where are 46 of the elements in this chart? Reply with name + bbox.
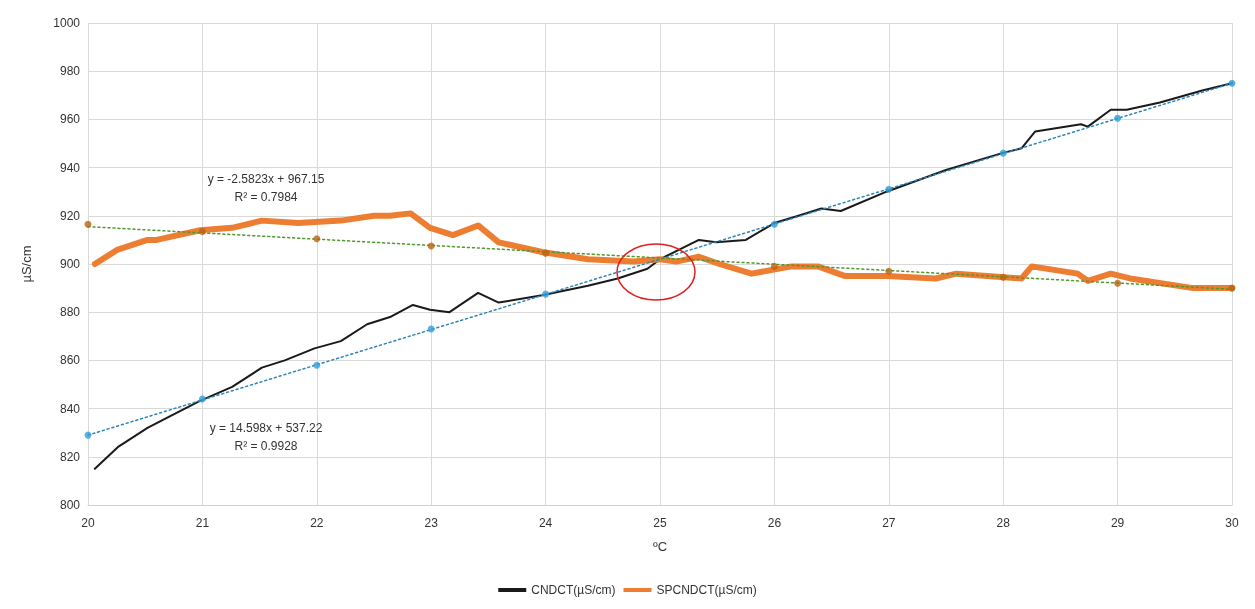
point <box>1228 79 1236 87</box>
point <box>542 290 550 298</box>
x-tick-label: 23 <box>424 516 439 530</box>
y-axis-title: µS/cm <box>19 245 34 283</box>
y-tick-label: 960 <box>59 112 81 127</box>
legend-label: CNDCT(µS/cm) <box>531 583 616 597</box>
point <box>427 242 435 250</box>
point <box>885 267 893 275</box>
y-tick-label: 900 <box>59 257 81 271</box>
point <box>770 220 778 228</box>
point <box>770 262 778 270</box>
x-tick-label: 29 <box>1110 516 1125 530</box>
point <box>313 361 321 369</box>
x-tick-label: 26 <box>767 516 782 530</box>
annotation: y = 14.598x + 537.22 R² = 0.9928 <box>209 421 323 453</box>
x-tick-label: 28 <box>996 516 1011 530</box>
y-tick-label: 860 <box>59 353 81 368</box>
point <box>313 235 321 243</box>
y-tick-label: 980 <box>59 64 81 79</box>
x-axis-title: ºC <box>652 539 668 554</box>
point <box>84 220 92 228</box>
x-tick-label: 24 <box>538 516 553 530</box>
y-tick-label: 840 <box>59 401 81 416</box>
x-tick-label: 20 <box>81 516 95 530</box>
point <box>1114 114 1122 122</box>
point <box>999 149 1007 157</box>
y-tick-label: 880 <box>59 305 81 320</box>
point <box>198 227 206 235</box>
point <box>999 273 1007 281</box>
annotation: y = -2.5823x + 967.15 R² = 0.7984 <box>207 172 325 204</box>
x-tick-label: 22 <box>310 516 324 530</box>
point <box>198 395 206 403</box>
x-tick-label: 21 <box>195 516 210 530</box>
y-tick-label: 940 <box>59 160 81 175</box>
y-tick-label: 1000 <box>53 16 81 30</box>
legend-label: SPCNDCT(µS/cm) <box>656 583 757 597</box>
x-tick-label: 30 <box>1225 516 1239 530</box>
y-tick-label: 920 <box>59 208 81 223</box>
point <box>885 185 893 193</box>
y-tick-label: 820 <box>59 449 81 464</box>
x-tick-label: 25 <box>653 516 667 530</box>
point <box>542 249 550 257</box>
point <box>1114 279 1122 287</box>
point <box>427 325 435 333</box>
x-tick-label: 27 <box>882 516 896 530</box>
y-tick-label: 800 <box>59 498 81 512</box>
